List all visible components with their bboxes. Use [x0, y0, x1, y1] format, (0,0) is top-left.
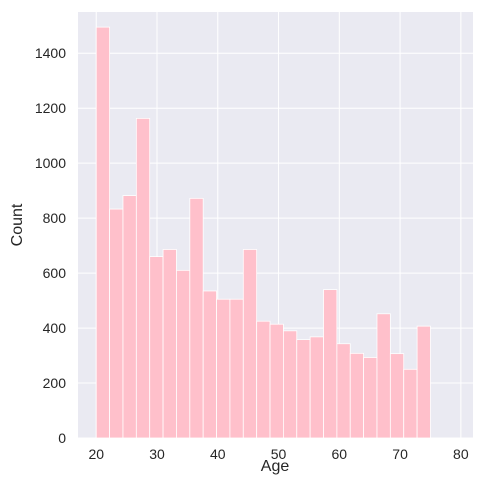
histogram-bar: [296, 339, 311, 439]
x-tick-label: 50: [271, 446, 287, 462]
histogram-bar: [135, 117, 151, 439]
histogram-bar: [242, 249, 258, 439]
histogram-bar: [109, 208, 124, 439]
y-tick-label: 1000: [35, 155, 66, 171]
x-tick-label: 80: [453, 446, 469, 462]
x-tick-label: 30: [149, 446, 165, 462]
x-tick-label: 20: [88, 446, 104, 462]
histogram-bar: [323, 289, 338, 439]
y-tick-label: 1400: [35, 45, 66, 61]
histogram-bar: [122, 195, 137, 439]
x-tick-label: 70: [392, 446, 408, 462]
y-tick-label: 600: [43, 265, 67, 281]
histogram-bar: [95, 26, 110, 439]
y-axis-ticks: 0 200 400 600 800 1000 1200 1400: [35, 45, 66, 446]
histogram-bar: [162, 249, 177, 439]
histogram-bar: [216, 298, 231, 439]
y-tick-label: 400: [43, 320, 67, 336]
histogram-bar: [149, 256, 164, 439]
histogram-bar: [229, 298, 244, 439]
y-tick-label: 0: [58, 430, 66, 446]
y-axis-label: Count: [9, 203, 26, 246]
histogram-bar: [282, 330, 298, 439]
histogram-bar: [176, 269, 191, 439]
histogram-bar: [349, 352, 365, 439]
histogram-bar: [269, 323, 284, 439]
histogram-bar: [336, 343, 351, 439]
histogram-bars: [95, 26, 431, 439]
histogram-bar: [363, 357, 378, 439]
y-tick-label: 1200: [35, 100, 66, 116]
y-tick-label: 200: [43, 375, 67, 391]
x-axis-ticks: 20 30 40 50 60 70 80: [88, 446, 468, 462]
x-axis-label: Age: [261, 458, 290, 475]
histogram-bar: [389, 353, 405, 439]
y-tick-label: 800: [43, 210, 67, 226]
histogram-bar: [416, 325, 431, 439]
x-tick-label: 60: [332, 446, 348, 462]
histogram-bar: [189, 197, 204, 439]
histogram-bar: [256, 320, 271, 439]
histogram-bar: [202, 290, 217, 439]
x-tick-label: 40: [210, 446, 226, 462]
histogram-bar: [309, 336, 324, 439]
histogram-bar: [403, 368, 418, 439]
histogram-bar: [376, 313, 391, 439]
